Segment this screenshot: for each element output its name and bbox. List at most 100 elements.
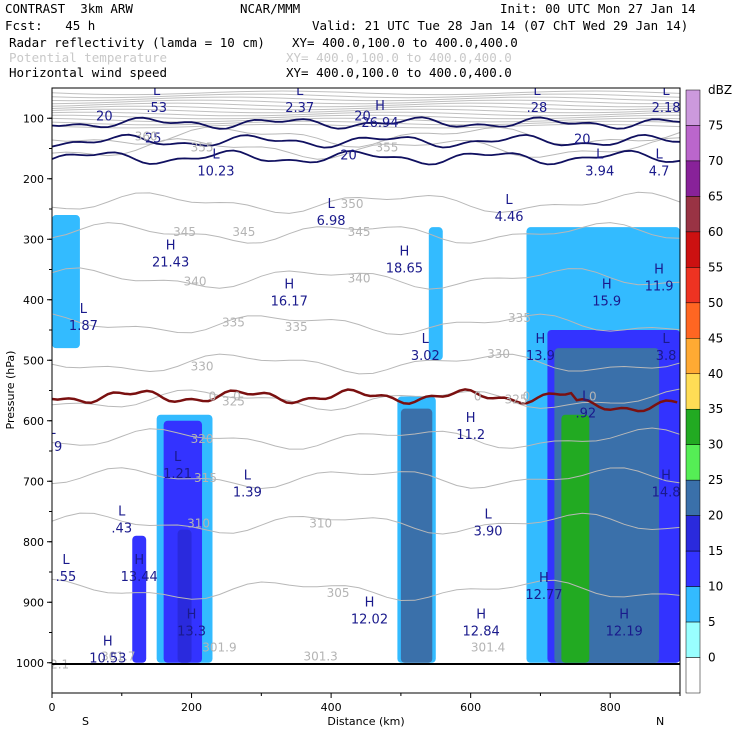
- colorbar-swatch-2: [685, 160, 701, 197]
- extremum-value-4: 26.94: [361, 116, 398, 131]
- theta-line-10: [52, 512, 680, 535]
- extremum-value-13: 16.17: [271, 295, 308, 310]
- theta-label-8: 340: [348, 272, 371, 286]
- extremum-value-30: 12.02: [351, 612, 388, 627]
- reflectivity-cell-6: [400, 408, 433, 663]
- extremum-value-20: 11.2: [456, 428, 485, 443]
- colorbar-swatch-15: [685, 621, 701, 658]
- extremum-14: H 15.9: [592, 278, 621, 310]
- org-label: NCAR/MMM: [240, 1, 301, 16]
- extremum-value-22: 1.21: [163, 467, 192, 482]
- extremum-25: L .43: [111, 505, 132, 537]
- theta-label-13: 330: [487, 347, 510, 361]
- freezing-level-label-3: 0: [523, 390, 531, 404]
- theta-label-6: 345: [348, 225, 371, 239]
- y-tick-label-300: 300: [23, 233, 44, 246]
- reflectivity-cell-1: [132, 535, 147, 663]
- theta-line-3: [52, 222, 680, 244]
- y-tick-label-600: 600: [23, 415, 44, 428]
- extremum-type-8: L: [327, 197, 335, 212]
- upper-theta-contours: [52, 90, 680, 129]
- wind-contour-label-20c: 20: [340, 148, 357, 163]
- field3-xy: XY= 400.0,100.0 to 400.0,400.0: [286, 65, 512, 80]
- theta-label-10: 335: [285, 320, 308, 334]
- theta-label-23: 301.3: [303, 650, 337, 664]
- theta-line-2: [52, 191, 680, 214]
- colorbar-label-15: 15: [708, 544, 723, 558]
- extremum-type-28: H: [134, 553, 144, 568]
- wind-speed-contours: 20 20 25 20 20: [52, 110, 680, 166]
- x-tick-label-800: 800: [600, 701, 621, 714]
- wind-contour-label-20d: 20: [574, 133, 591, 148]
- extremum-value-7: 4.7: [649, 165, 670, 180]
- theta-line-1: [52, 137, 680, 160]
- theta-label-24: 301.4: [471, 641, 505, 655]
- extremum-33: H 13.3: [177, 607, 206, 639]
- extremum-type-32: H: [619, 607, 629, 622]
- extremum-type-2: L: [533, 84, 541, 99]
- extremum-value-27: .55: [56, 570, 77, 585]
- extremum-type-16: L: [422, 332, 430, 347]
- extremum-value-24: 14.8: [652, 485, 681, 500]
- extremum-type-17: H: [536, 332, 546, 347]
- wind-contour-1: [52, 133, 680, 149]
- reflectivity-cell-0: [52, 215, 80, 349]
- extremum-5: L 10.23: [197, 148, 234, 180]
- extremum-24: H 14.8: [652, 468, 681, 500]
- extremum-value-33: 13.3: [177, 624, 206, 639]
- extremum-value-10: 21.43: [152, 255, 189, 270]
- extremum-value-23: 1.39: [233, 485, 262, 500]
- extremum-34: H 10.53: [89, 635, 126, 667]
- colorbar-label-45: 45: [708, 331, 723, 345]
- y-tick-label-900: 900: [23, 596, 44, 609]
- theta-label-11: 335: [508, 311, 531, 325]
- freezing-level: 0 0 0 0 0: [52, 388, 678, 413]
- extremum-type-14: H: [602, 278, 612, 293]
- extremum-16: L 3.02: [411, 332, 440, 364]
- freezing-level-label-1: 0: [233, 390, 241, 404]
- theta-line-8: [52, 427, 680, 450]
- freezing-level-label-4: 0: [589, 390, 597, 404]
- x-axis: 0 200 400 600 800: [49, 693, 681, 714]
- reflectivity-cell-4: [177, 529, 192, 663]
- colorbar-label-30: 30: [708, 438, 723, 452]
- extremum-10: H 21.43: [152, 238, 189, 270]
- x-axis-right-end: N: [656, 715, 664, 728]
- colorbar-swatch-7: [685, 338, 701, 375]
- extremum-7: L 4.7: [649, 148, 670, 180]
- theta-line-9: [52, 467, 680, 490]
- upper-theta-line-4: [52, 102, 680, 108]
- extremum-type-22: L: [174, 450, 182, 465]
- extremum-type-20: H: [466, 411, 476, 426]
- theta-labels: 360 355 355 350 345 345 345 340 340 335 335 335 330 3…: [52, 129, 531, 671]
- colorbar-label-70: 70: [708, 154, 723, 168]
- extremum-0: L .53: [146, 88, 167, 116]
- theta-contour-lines: [52, 126, 680, 602]
- field2-xy: XY= 400.0,100.0 to 400.0,400.0: [286, 50, 512, 65]
- extremum-1: L 2.37: [285, 88, 314, 116]
- colorbar-label-35: 35: [708, 402, 723, 416]
- y-tick-label-1000: 1000: [16, 657, 44, 670]
- extremum-type-34: H: [103, 635, 113, 650]
- wind-contour-label-20a: 20: [96, 110, 113, 125]
- extremum-2: L .28: [527, 84, 548, 116]
- extremum-type-19: L: [582, 390, 590, 405]
- extremum-type-4: H: [375, 99, 385, 114]
- field1-xy: XY= 400.0,100.0 to 400.0,400.0: [292, 35, 518, 50]
- theta-label-16: 320: [191, 432, 214, 446]
- extremum-type-6: L: [596, 148, 604, 163]
- colorbar-swatch-6: [685, 302, 701, 339]
- extremum-4: H 26.94: [361, 99, 398, 131]
- extremum-type-15: L: [80, 302, 88, 317]
- x-axis-label: Distance (km): [327, 715, 404, 728]
- extremum-12: H 11.9: [645, 263, 674, 295]
- model-label: CONTRAST 3km ARW: [5, 1, 133, 16]
- extremum-11: H 18.65: [386, 244, 423, 276]
- colorbar-swatch-0: [685, 89, 701, 126]
- extremum-type-24: H: [661, 468, 671, 483]
- extremum-value-9: 4.46: [495, 210, 524, 225]
- extremum-type-9: L: [505, 193, 513, 208]
- theta-line-6: [52, 353, 680, 375]
- extremum-type-21: L: [48, 423, 56, 438]
- colorbar-label-20: 20: [708, 509, 723, 523]
